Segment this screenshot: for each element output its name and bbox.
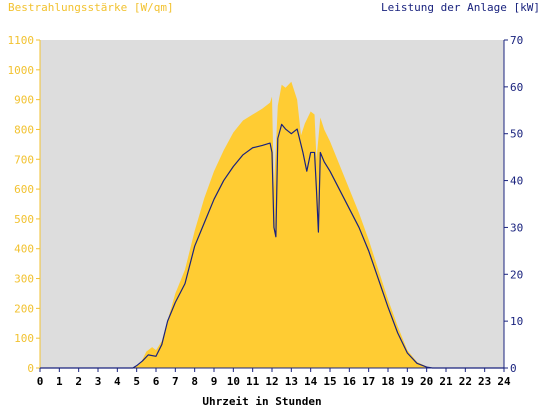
x-axis-ticks: 0 1 2 3 4 5 6 7 8 9 10 11 12 13 14 15 16 17 18 19 20 21 22 23 24 — [37, 368, 511, 388]
x-tick-label: 22 — [459, 375, 472, 388]
x-tick-label: 23 — [478, 375, 491, 388]
x-tick-label: 11 — [246, 375, 260, 388]
left-tick-label: 0 — [27, 362, 34, 375]
left-tick-label: 300 — [14, 273, 34, 286]
right-axis-title: Leistung der Anlage [kW] — [381, 1, 540, 14]
x-tick-label: 5 — [133, 375, 140, 388]
x-tick-label: 7 — [172, 375, 179, 388]
x-tick-label: 19 — [401, 375, 414, 388]
series-line-power — [40, 123, 504, 369]
x-axis-label: Uhrzeit in Stunden — [202, 395, 321, 408]
right-tick-label: 60 — [510, 81, 523, 94]
right-tick-label: 50 — [510, 128, 523, 141]
right-tick-label: 40 — [510, 175, 523, 188]
x-tick-label: 8 — [191, 375, 198, 388]
right-tick-label: 0 — [510, 362, 517, 375]
x-tick-label: 20 — [420, 375, 433, 388]
left-tick-label: 500 — [14, 213, 34, 226]
x-tick-label: 2 — [75, 375, 82, 388]
left-tick-label: 700 — [14, 153, 34, 166]
x-tick-label: 12 — [265, 375, 278, 388]
right-axis-ticks: 0 10 20 30 40 50 60 70 — [504, 34, 523, 375]
left-tick-label: 900 — [14, 94, 34, 107]
x-tick-label: 3 — [95, 375, 102, 388]
left-tick-label: 1000 — [8, 64, 35, 77]
x-tick-label: 21 — [439, 375, 453, 388]
left-tick-label: 200 — [14, 302, 34, 315]
x-tick-label: 10 — [227, 375, 240, 388]
x-tick-label: 9 — [211, 375, 218, 388]
right-tick-label: 10 — [510, 315, 523, 328]
x-tick-label: 17 — [362, 375, 375, 388]
x-tick-label: 18 — [381, 375, 394, 388]
right-tick-label: 20 — [510, 268, 523, 281]
x-tick-label: 4 — [114, 375, 121, 388]
x-tick-label: 16 — [343, 375, 357, 388]
x-tick-label: 6 — [153, 375, 160, 388]
left-tick-label: 100 — [14, 332, 34, 345]
x-tick-label: 14 — [304, 375, 318, 388]
series-layer — [40, 81, 504, 369]
left-tick-label: 800 — [14, 123, 34, 136]
right-tick-label: 70 — [510, 34, 523, 47]
right-tick-label: 30 — [510, 221, 523, 234]
left-tick-label: 600 — [14, 183, 34, 196]
left-axis-title: Bestrahlungsstärke [W/qm] — [8, 1, 174, 14]
left-axis-ticks: 0 100 200 300 400 500 600 700 800 900 1000 1100 — [8, 34, 40, 375]
x-tick-label: 24 — [497, 375, 511, 388]
x-tick-label: 15 — [323, 375, 336, 388]
x-tick-label: 0 — [37, 375, 44, 388]
x-tick-label: 1 — [56, 375, 63, 388]
left-tick-label: 400 — [14, 243, 34, 256]
x-tick-label: 13 — [285, 375, 298, 388]
series-area-irradiance — [40, 81, 504, 368]
left-tick-label: 1100 — [8, 34, 35, 47]
